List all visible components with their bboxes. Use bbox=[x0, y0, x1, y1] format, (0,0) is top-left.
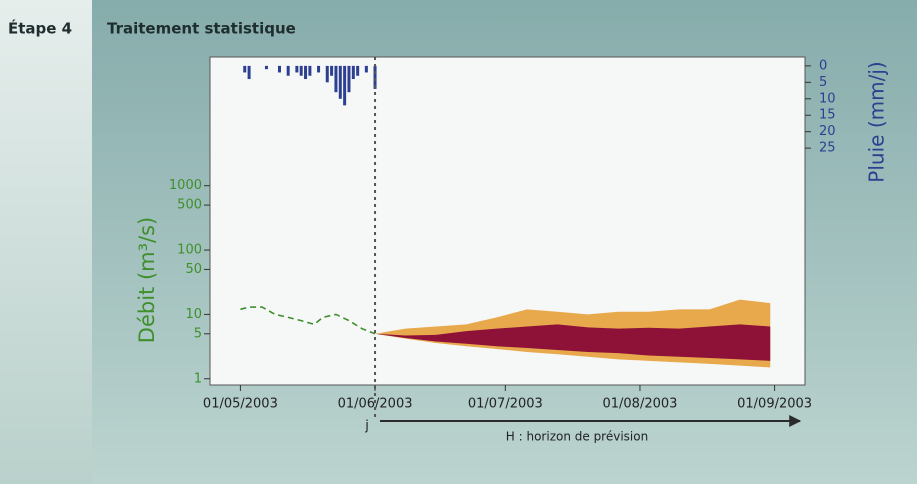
y2-tick-label: 20 bbox=[819, 124, 836, 139]
rain-bar bbox=[304, 65, 308, 80]
y-tick-label: 100 bbox=[177, 243, 202, 258]
observed-line bbox=[240, 306, 376, 335]
rain-bar bbox=[356, 65, 360, 76]
y2-tick-label: 0 bbox=[819, 58, 827, 73]
y2-tick-label: 25 bbox=[819, 141, 836, 156]
y2-tick-label: 10 bbox=[819, 91, 836, 106]
horizon-label: H : horizon de prévision bbox=[506, 430, 648, 444]
rain-bar bbox=[317, 65, 321, 73]
forecast-start-label: j bbox=[364, 419, 369, 434]
step-label: Étape 4 bbox=[8, 19, 72, 38]
rain-bar bbox=[325, 65, 329, 83]
y2-tick-label: 5 bbox=[819, 75, 827, 90]
y-tick-label: 10 bbox=[185, 307, 202, 322]
rain-bar bbox=[264, 65, 268, 70]
y2-tick-label: 15 bbox=[819, 108, 836, 123]
rain-bar bbox=[330, 65, 334, 76]
x-tick-label: 01/07/2003 bbox=[468, 397, 543, 412]
forecast-band bbox=[375, 324, 771, 361]
rain-bar bbox=[243, 65, 247, 73]
side-panel bbox=[0, 0, 92, 484]
rain-bar bbox=[347, 65, 351, 93]
y-tick-label: 500 bbox=[177, 198, 202, 213]
x-tick-label: 01/05/2003 bbox=[203, 397, 278, 412]
rain-bar bbox=[299, 65, 303, 76]
rain-bar bbox=[247, 65, 251, 80]
rain-bar bbox=[277, 65, 281, 73]
rain-bar bbox=[364, 65, 368, 73]
rain-bar bbox=[308, 65, 312, 76]
y-axis-title: Débit (m³/s) bbox=[135, 217, 159, 343]
x-tick-label: 01/09/2003 bbox=[737, 397, 812, 412]
rain-bar bbox=[373, 65, 377, 89]
rain-bar bbox=[351, 65, 355, 80]
y-tick-label: 50 bbox=[185, 262, 202, 277]
y2-axis-title: Pluie (mm/j) bbox=[865, 61, 889, 182]
y-tick-label: 5 bbox=[194, 326, 202, 341]
rain-bar bbox=[334, 65, 338, 93]
rain-bar bbox=[295, 65, 299, 73]
y-tick-label: 1000 bbox=[169, 178, 202, 193]
rain-bar bbox=[338, 65, 342, 99]
rain-bar bbox=[343, 65, 347, 106]
x-tick-label: 01/08/2003 bbox=[602, 397, 677, 412]
rain-bar bbox=[286, 65, 290, 76]
y-tick-label: 1 bbox=[194, 371, 202, 386]
x-tick-label: 01/06/2003 bbox=[338, 397, 413, 412]
step-title: Traitement statistique bbox=[107, 20, 296, 38]
